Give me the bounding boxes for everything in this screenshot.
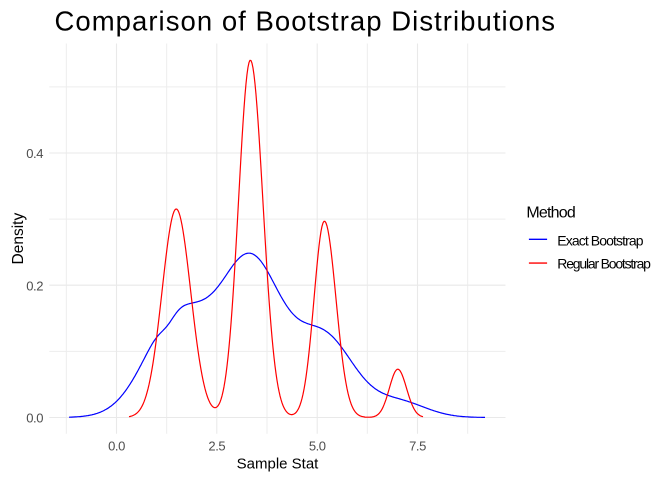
- svg-text:Regular Bootstrap: Regular Bootstrap: [557, 256, 651, 272]
- svg-text:7.5: 7.5: [409, 438, 426, 453]
- svg-text:0.0: 0.0: [26, 411, 43, 426]
- svg-text:0.0: 0.0: [108, 438, 125, 453]
- svg-text:Exact Bootstrap: Exact Bootstrap: [557, 232, 643, 248]
- svg-text:Comparison of Bootstrap Distri: Comparison of Bootstrap Distributions: [55, 5, 557, 36]
- svg-text:0.4: 0.4: [26, 146, 43, 161]
- svg-text:0.2: 0.2: [26, 278, 43, 293]
- svg-text:Method: Method: [526, 204, 575, 221]
- svg-text:2.5: 2.5: [208, 438, 225, 453]
- svg-text:Sample Stat: Sample Stat: [237, 455, 320, 472]
- svg-text:Density: Density: [10, 213, 27, 265]
- svg-text:5.0: 5.0: [309, 438, 326, 453]
